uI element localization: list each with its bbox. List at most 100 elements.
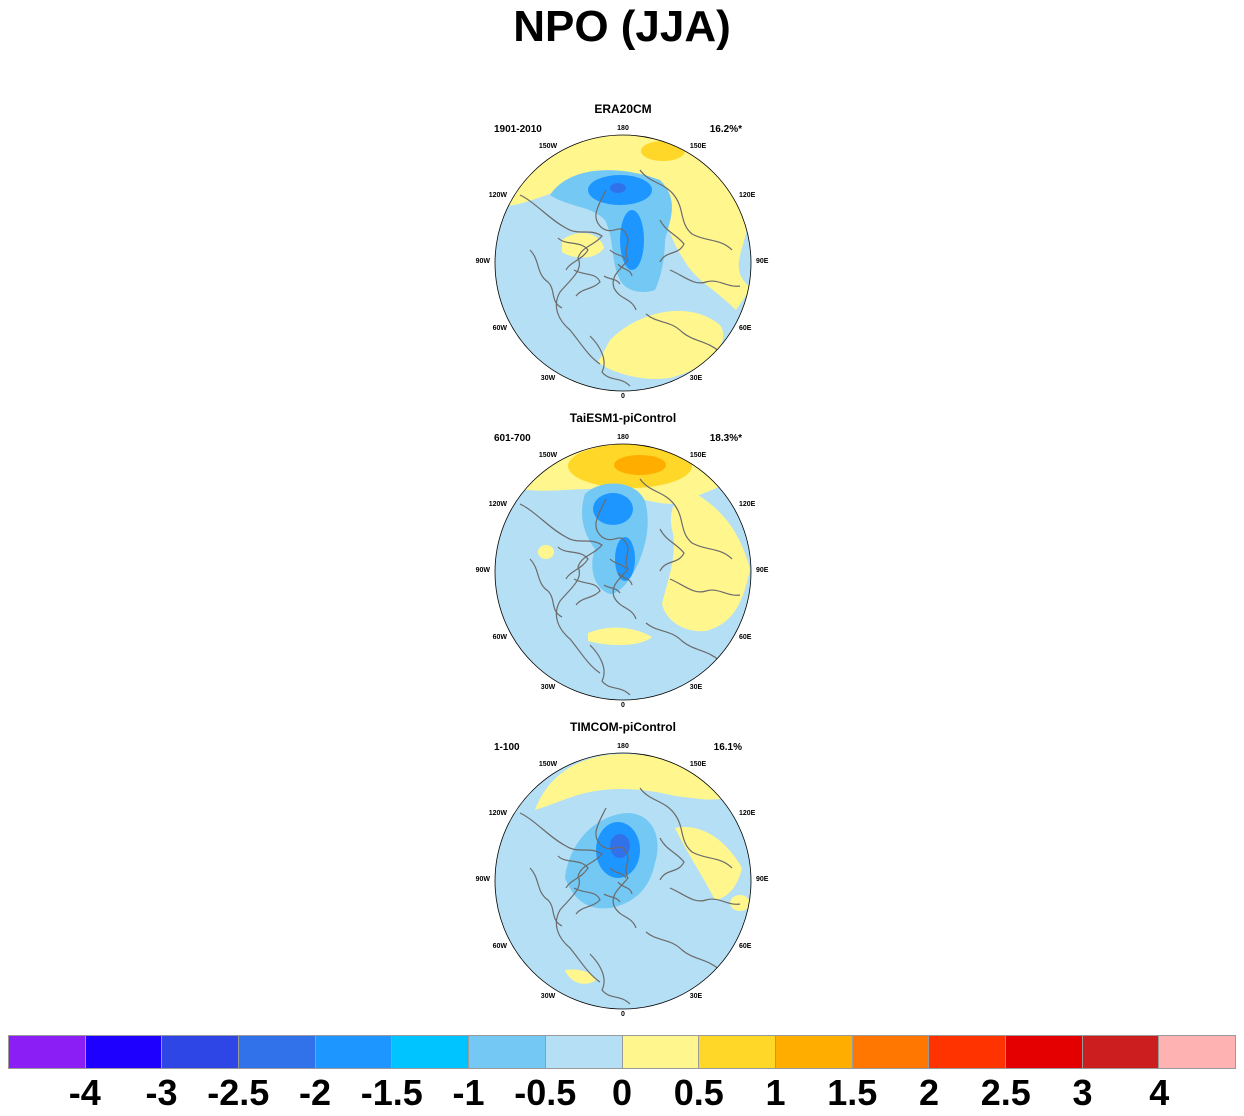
colorbar-swatch [162, 1036, 240, 1068]
colorbar-swatch [1159, 1036, 1235, 1068]
colorbar-swatch [929, 1036, 1006, 1068]
panel-period: 1901-2010 [494, 124, 542, 135]
colorbar-swatch [239, 1036, 316, 1068]
coastline [639, 478, 733, 560]
longitude-label: 180 [617, 434, 629, 441]
anomaly-contour [675, 827, 742, 900]
anomaly-contour [662, 489, 750, 632]
colorbar-swatch [9, 1036, 86, 1068]
coastline [659, 837, 685, 881]
anomaly-contour [495, 135, 751, 310]
colorbar-swatch [545, 1036, 623, 1068]
coastlines [519, 787, 741, 1005]
longitude-label: 150E [690, 761, 707, 768]
longitude-label: 120W [489, 501, 508, 508]
coastlines [519, 169, 741, 387]
longitude-label: 0 [621, 1011, 625, 1018]
longitude-label: 30W [541, 684, 556, 691]
colorbar-tick-label: 2 [918, 1072, 940, 1113]
map-boundary [494, 752, 752, 1010]
coastline [669, 578, 741, 596]
longitude-label: 120W [489, 192, 508, 199]
longitude-label: 150W [539, 761, 558, 768]
colorbar-tick-label: 0 [611, 1072, 633, 1113]
coastline [519, 503, 603, 674]
colorbar [8, 1035, 1236, 1069]
longitude-label: 150E [690, 143, 707, 150]
colorbar-tick-label: 1 [765, 1072, 786, 1113]
longitude-label: 30E [690, 375, 703, 382]
map-boundary [494, 443, 752, 701]
colorbar-tick-label: 0.5 [673, 1072, 724, 1113]
coastline [595, 498, 637, 620]
anomaly-contour [565, 969, 596, 984]
coastline [603, 867, 633, 903]
colorbar-swatch [1082, 1036, 1160, 1068]
longitude-label: 0 [621, 702, 625, 709]
panel-title: TaiESM1-piControl [569, 411, 677, 425]
polar-map: 180 150E 120E 90E 60E 30E 0 30W 60W 90W 120W 150W [476, 743, 769, 1018]
polar-map: 180 150E 120E 90E 60E 30E 0 30W 60W 90W 120W 150W [476, 434, 769, 709]
coastline [557, 237, 589, 271]
map-panel: TaiESM1-piControl 601-700 18.3%* 180 150E 120… [470, 411, 776, 719]
longitude-label: 150W [539, 143, 558, 150]
longitude-label: 90W [476, 567, 491, 574]
longitude-label: 0 [621, 393, 625, 400]
colorbar-tick-label: -1.5 [360, 1072, 423, 1113]
colorbar-tick-label: -2.5 [207, 1072, 270, 1113]
longitude-label: 60W [493, 634, 508, 641]
anomaly-contour [620, 210, 644, 270]
longitude-label: 30W [541, 375, 556, 382]
coastline [519, 194, 603, 365]
longitude-label: 60E [739, 325, 752, 332]
panel-title: ERA20CM [594, 102, 652, 116]
coastline [645, 622, 721, 662]
coastline [573, 269, 601, 297]
longitude-label: 120E [739, 192, 756, 199]
coastline [519, 812, 603, 983]
coastline [669, 887, 741, 905]
coastline [639, 169, 733, 251]
longitude-label: 60W [493, 325, 508, 332]
colorbar-tick-label: -4 [68, 1072, 101, 1113]
map-panel: TIMCOM-piControl 1-100 16.1% 180 150E 120E 90E… [470, 720, 776, 1028]
colorbar-swatch [622, 1036, 700, 1068]
coastline [659, 528, 685, 572]
anomaly-contour [610, 183, 626, 193]
coastline [603, 558, 633, 594]
coastline [589, 335, 631, 387]
longitude-label: 150E [690, 452, 707, 459]
longitude-label: 120E [739, 810, 756, 817]
anomaly-contour [730, 895, 750, 911]
anomaly-contour [610, 834, 630, 858]
coastline [669, 269, 741, 287]
anomaly-contour [641, 141, 685, 161]
map-boundary [494, 134, 752, 392]
longitude-label: 180 [617, 125, 629, 132]
longitude-label: 180 [617, 743, 629, 750]
map-panel: ERA20CM 1901-2010 16.2%* 180 150E 120E 90E 60E 3… [470, 102, 776, 410]
longitude-label: 120E [739, 501, 756, 508]
anomaly-contour [535, 754, 730, 810]
panel-period: 1-100 [494, 742, 520, 753]
colorbar-tick-label: 4 [1149, 1072, 1170, 1113]
longitude-label: 90W [476, 258, 491, 265]
anomaly-contour [593, 493, 633, 525]
panel-explained-variance: 18.3%* [709, 433, 742, 444]
coastline [573, 578, 601, 606]
colorbar-swatch [469, 1036, 546, 1068]
polar-map: 180 150E 120E 90E 60E 30E 0 30W 60W 90W 120W 150W [476, 125, 769, 400]
coastline [557, 546, 589, 580]
coastline [645, 931, 721, 971]
coastline [573, 887, 601, 915]
colorbar-swatch [315, 1036, 393, 1068]
coastline [639, 787, 733, 869]
coastline [595, 189, 637, 311]
panel-title: TIMCOM-piControl [570, 720, 676, 734]
figure-title: NPO (JJA) [513, 2, 731, 51]
colorbar-tick-label: -3 [145, 1072, 178, 1113]
panel-explained-variance: 16.2%* [709, 124, 742, 135]
longitude-label: 120W [489, 810, 508, 817]
longitude-label: 90E [756, 258, 769, 265]
coastlines [519, 478, 741, 696]
